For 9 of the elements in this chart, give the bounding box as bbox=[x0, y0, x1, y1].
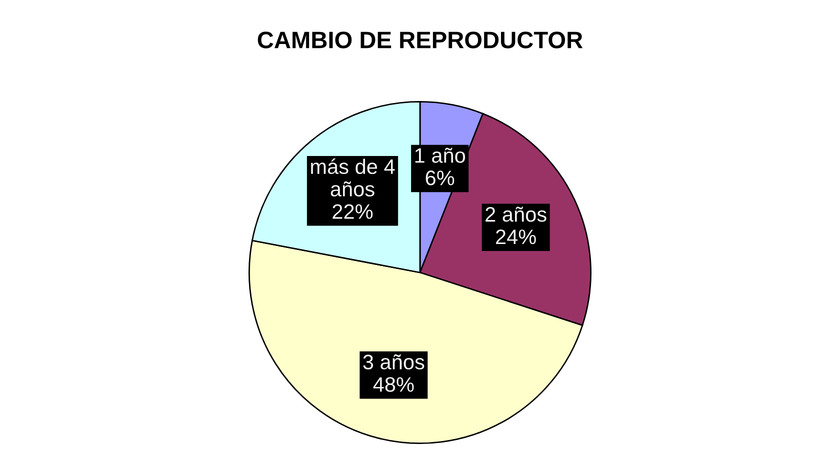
chart-title: CAMBIO DE REPRODUCTOR bbox=[258, 32, 583, 48]
slice-label: más de 4 años bbox=[311, 158, 395, 196]
slice-label: 2 años bbox=[486, 206, 546, 222]
data-label: 24% bbox=[496, 229, 536, 244]
slice-label: 3 años bbox=[363, 354, 424, 370]
slice-label: 1 año bbox=[415, 148, 466, 163]
data-label: 48% bbox=[373, 377, 414, 392]
data-label: 22% bbox=[332, 204, 373, 219]
data-label: 6% bbox=[426, 170, 454, 186]
